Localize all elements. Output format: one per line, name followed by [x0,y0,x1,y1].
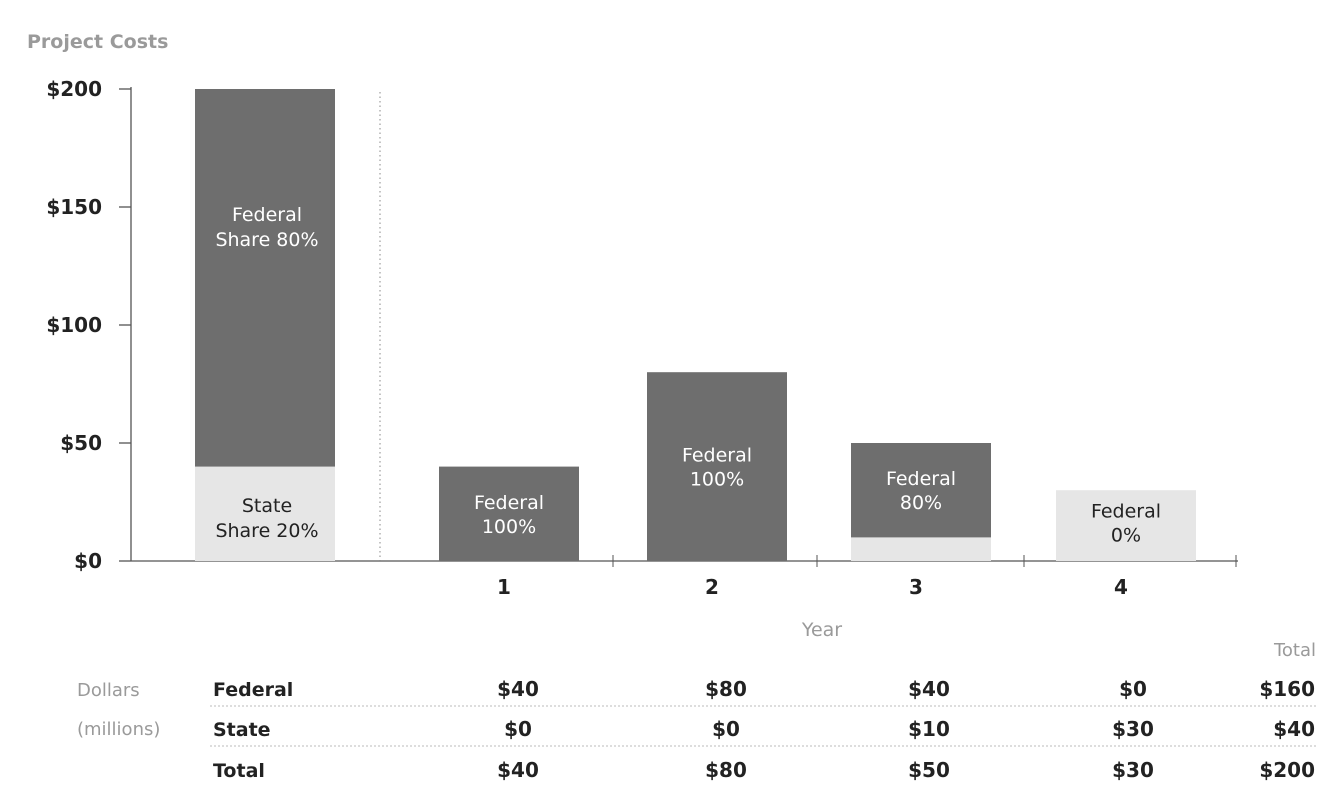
table-cell: $80 [705,758,747,782]
bar-label: Federal [474,492,544,514]
table-cell: $10 [908,717,950,741]
bar-label: Federal [886,468,956,490]
table-cell: $50 [908,758,950,782]
x-tick-label: 3 [909,575,923,599]
table-cell: $30 [1112,717,1154,741]
x-axis-label: Year [801,619,842,641]
y-tick-label: $150 [46,195,102,219]
y-tick-label: $0 [74,549,102,573]
y-tick-label: $50 [60,431,102,455]
table-cell: $40 [497,677,539,701]
table-row-total: $40 [1273,717,1315,741]
bars [195,89,1196,561]
y-tick-label: $200 [46,77,102,101]
table-cell: $40 [497,758,539,782]
summary-bar-label: Federal [232,204,302,226]
summary-bar-label: Share 80% [215,229,318,251]
chart-title: Project Costs [27,31,168,53]
table-cell: $0 [504,717,532,741]
x-tick-label: 4 [1114,575,1128,599]
table-cell: $0 [712,717,740,741]
bar-label: Federal [682,445,752,467]
summary-bar-segment-federal [195,89,335,467]
table-row-name: State [213,719,271,741]
y-tick-label: $100 [46,313,102,337]
table-unit-label-1: Dollars [77,680,140,701]
summary-bar-segment-state [195,466,335,561]
bar-label: 100% [482,516,536,538]
x-tick-label: 1 [497,575,511,599]
table-total-header: Total [1273,640,1316,661]
summary-bar-label: State [242,495,292,517]
table-cell: $80 [705,677,747,701]
table-row-total: $200 [1259,758,1315,782]
table-rows: Federal $40 $80 $40 $0 $160 State $0 $0 $10 $30 $40… [210,677,1318,782]
table-row-total: $160 [1259,677,1315,701]
table-row-name: Federal [213,679,293,701]
bar-federal [647,372,787,561]
table-cell: $30 [1112,758,1154,782]
summary-bar-label: Share 20% [215,520,318,542]
table-unit-label-2: (millions) [77,719,160,740]
table-row-name: Total [213,760,265,782]
table-cell: $40 [908,677,950,701]
bar-label: 80% [900,492,942,514]
bar-label: 0% [1111,525,1141,547]
data-table: Total Dollars (millions) Federal $40 $80 $4… [77,640,1318,782]
bar-label: Federal [1091,501,1161,523]
x-tick-label: 2 [705,575,719,599]
bar-label: 100% [690,469,744,491]
bar-state [851,537,991,561]
bar-federal [439,466,579,561]
bar-federal [851,443,991,538]
bar-state [1056,490,1196,561]
table-cell: $0 [1119,677,1147,701]
